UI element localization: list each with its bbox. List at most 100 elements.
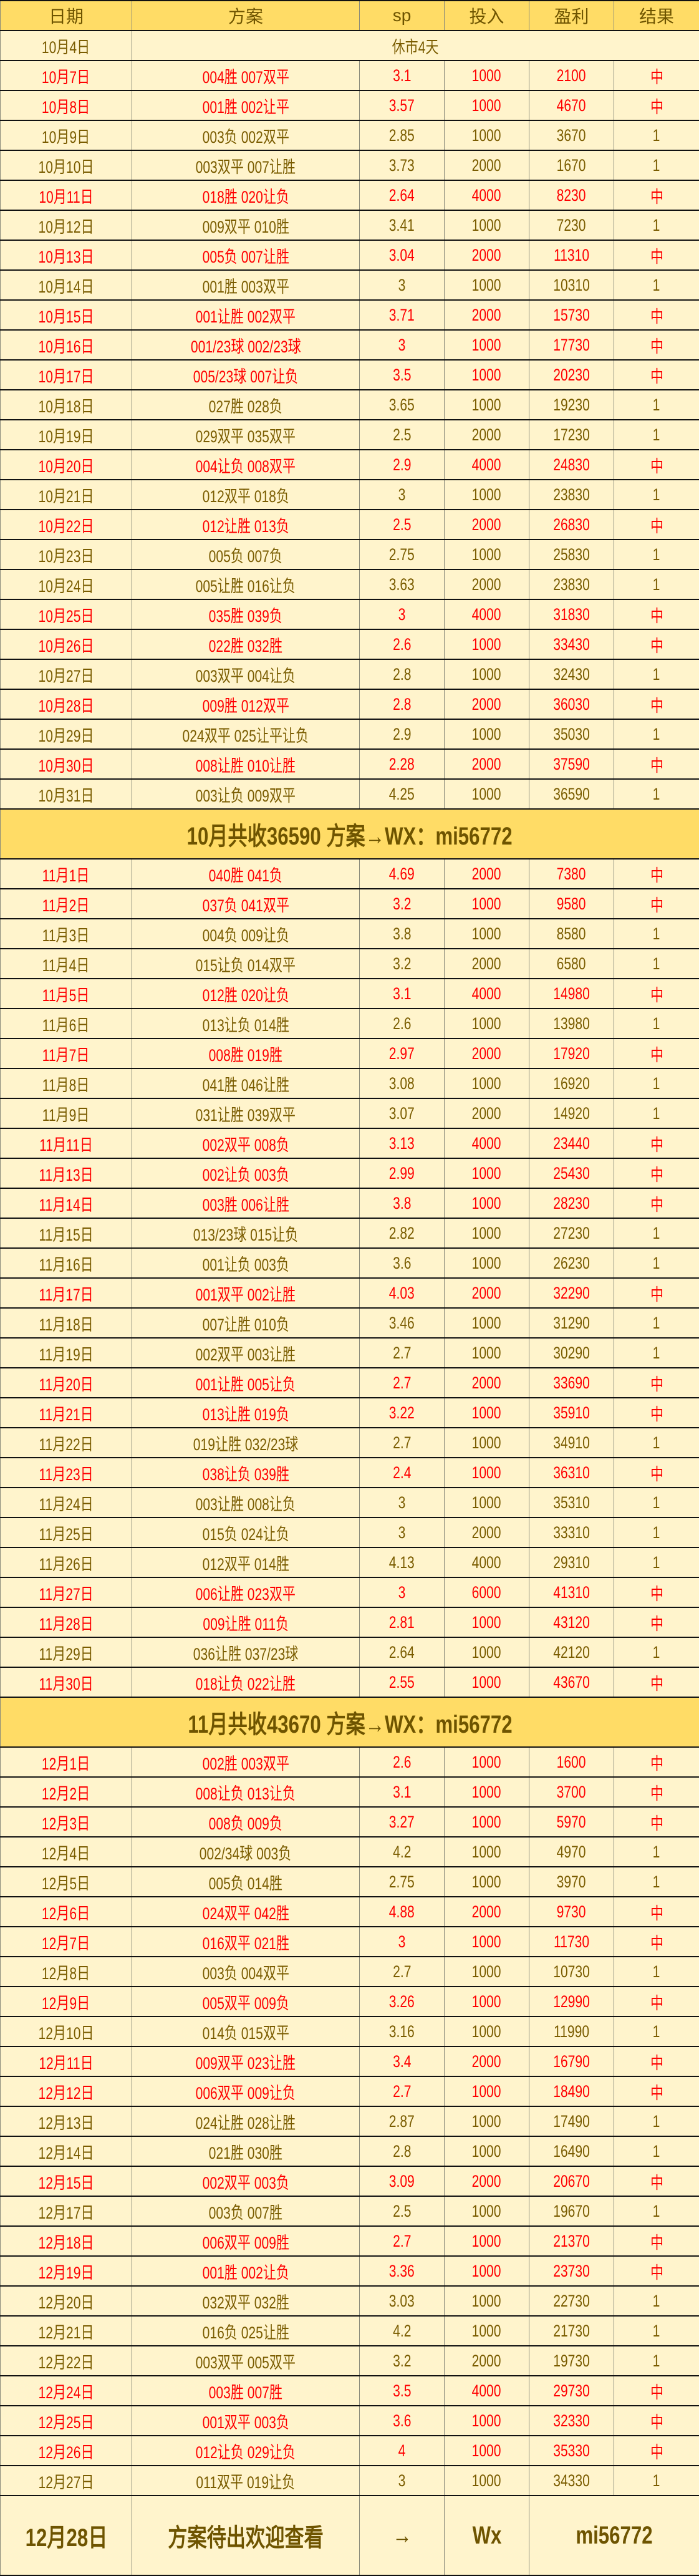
stake-cell: 2000 — [472, 1104, 501, 1123]
sp-cell: 3.65 — [389, 395, 415, 415]
result-cell: 中 — [650, 1401, 663, 1425]
month-summary-text: 10月共收36590 方案→WX：mi56772 — [187, 816, 513, 852]
plan-cell: 003胜 006让胜 — [202, 1191, 289, 1216]
result-cell: 中 — [650, 2229, 663, 2254]
profit-cell: 35330 — [553, 2441, 590, 2461]
header-date: 日期 — [1, 1, 132, 31]
stake-cell: 1000 — [472, 785, 501, 804]
stake-cell: 2000 — [472, 2172, 501, 2191]
final-plan: 方案待出欢迎查看 — [168, 2517, 324, 2554]
stake-cell: 1000 — [472, 366, 501, 385]
result-cell: 1 — [653, 1872, 660, 1892]
result-cell: 1 — [653, 2292, 660, 2311]
profit-cell: 11310 — [554, 246, 589, 265]
result-cell: 中 — [650, 333, 663, 357]
date-cell: 11月6日 — [42, 1012, 90, 1036]
date-cell: 12月25日 — [39, 2409, 94, 2433]
profit-cell: 13980 — [553, 1014, 590, 1034]
sp-cell: 3 — [398, 336, 406, 355]
plan-cell: 008负 009负 — [209, 1810, 282, 1834]
profit-cell: 11990 — [554, 2022, 589, 2041]
profit-cell: 41310 — [553, 1583, 590, 1602]
stake-cell: 1000 — [472, 2232, 501, 2251]
date-cell: 11月11日 — [39, 1131, 93, 1156]
result-cell: 1 — [653, 1014, 660, 1034]
date-cell: 11月29日 — [39, 1640, 93, 1665]
plan-cell: 002双平 003负 — [202, 2169, 289, 2194]
profit-cell: 23830 — [553, 575, 590, 594]
plan-cell: 018让负 022让胜 — [196, 1670, 296, 1695]
result-cell: 中 — [650, 1042, 663, 1066]
sp-cell: 2.4 — [393, 1463, 411, 1483]
stake-cell: 1000 — [472, 1403, 501, 1423]
date-cell: 10月14日 — [39, 273, 94, 298]
profit-cell: 25430 — [553, 1164, 590, 1183]
result-cell: 1 — [653, 1104, 660, 1123]
date-cell: 11月25日 — [39, 1521, 93, 1545]
stake-cell: 1000 — [472, 725, 501, 744]
month-summary-text: 11月共收43670 方案→WX：mi56772 — [188, 1704, 512, 1740]
profit-cell: 15730 — [553, 306, 590, 325]
stake-cell: 4000 — [472, 2381, 501, 2401]
plan-cell: 004让负 008双平 — [196, 453, 296, 477]
sp-cell: 3.6 — [393, 2411, 411, 2431]
profit-cell: 8580 — [557, 924, 586, 944]
wx-id: mi56772 — [576, 2522, 652, 2550]
result-cell: 中 — [650, 752, 663, 777]
profit-cell: 35030 — [553, 725, 590, 744]
plan-cell: 031让胜 039双平 — [196, 1102, 296, 1126]
stake-cell: 1000 — [472, 96, 501, 115]
sp-cell: 2.82 — [389, 1224, 415, 1243]
plan-cell: 016负 025让胜 — [202, 2319, 289, 2343]
result-cell: 1 — [653, 156, 660, 175]
date-cell: 10月31日 — [39, 782, 94, 806]
profit-cell: 29310 — [553, 1553, 590, 1572]
plan-cell: 005负 014胜 — [209, 1870, 282, 1894]
profit-cell: 35310 — [553, 1493, 590, 1513]
sp-cell: 2.64 — [389, 186, 415, 205]
date-cell: 12月3日 — [42, 1810, 90, 1834]
arrow-icon: → — [392, 2522, 412, 2550]
date-cell: 12月6日 — [42, 1900, 90, 1924]
profit-cell: 36030 — [553, 695, 590, 714]
date-cell: 12月22日 — [39, 2349, 94, 2373]
stake-cell: 4000 — [472, 1134, 501, 1153]
plan-cell: 035胜 039负 — [209, 603, 282, 627]
plan-cell: 003负 002双平 — [202, 123, 289, 148]
profit-cell: 21370 — [553, 2232, 590, 2251]
result-cell: 中 — [650, 1610, 663, 1635]
sp-cell: 2.7 — [393, 2082, 411, 2101]
sp-cell: 3.1 — [393, 1783, 411, 1802]
profit-cell: 30290 — [553, 1344, 590, 1363]
result-cell: 1 — [653, 1314, 660, 1333]
result-cell: 1 — [653, 126, 660, 145]
date-cell: 10月15日 — [39, 303, 94, 327]
result-cell: 1 — [653, 1074, 660, 1093]
plan-cell: 021胜 030胜 — [209, 2139, 282, 2164]
profit-cell: 8230 — [557, 186, 586, 205]
profit-cell: 7380 — [557, 864, 586, 884]
sp-cell: 2.55 — [389, 1673, 415, 1692]
month-summary-row: 11月共收43670 方案→WX：mi56772 — [1, 1697, 699, 1747]
date-cell: 11月3日 — [42, 922, 90, 946]
stake-cell: 1000 — [472, 1783, 501, 1802]
sp-cell: 2.5 — [393, 515, 411, 535]
sp-cell: 3.2 — [393, 894, 411, 914]
profit-cell: 4670 — [557, 96, 586, 115]
